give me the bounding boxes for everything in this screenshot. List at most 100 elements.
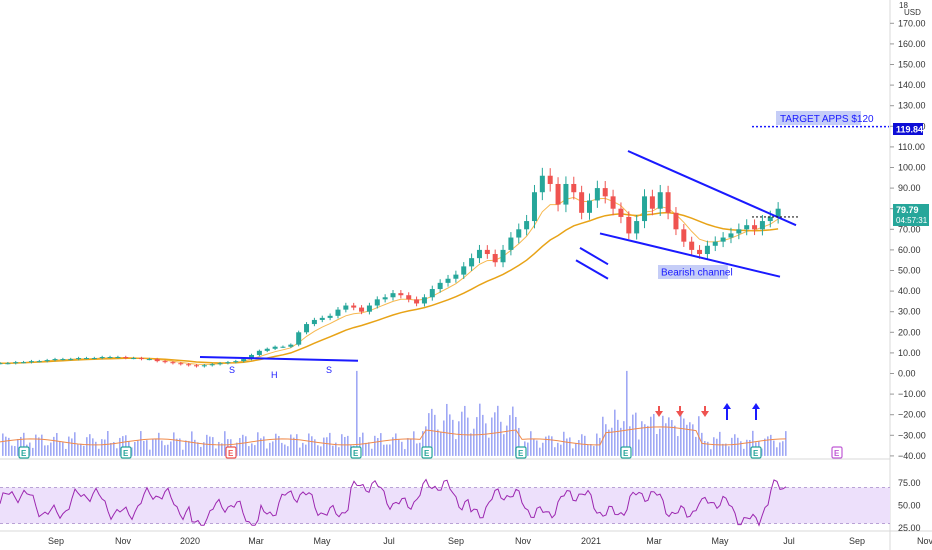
volume-bar (323, 437, 325, 456)
volume-bar (710, 449, 712, 456)
volume-bar (8, 437, 10, 456)
volume-bar (188, 441, 190, 456)
volume-bar (104, 439, 106, 456)
volume-bar (206, 434, 208, 456)
volume-bar (398, 439, 400, 456)
volume-bar (506, 425, 508, 456)
volume-bar (488, 437, 490, 456)
volume-bar (260, 438, 262, 456)
volume-bar (545, 436, 547, 456)
volume-bar (218, 441, 220, 456)
last-price-tag (893, 204, 929, 226)
arrow-down-icon (676, 411, 684, 417)
price-tick-label: 60.00 (898, 245, 921, 255)
volume-bar (737, 437, 739, 456)
candle-body (351, 305, 357, 308)
volume-bar (407, 438, 409, 456)
volume-bar (722, 443, 724, 456)
volume-bar (635, 412, 637, 456)
volume-bar (377, 438, 379, 456)
candle-body (13, 362, 19, 364)
candle-body (484, 249, 490, 255)
volume-bar (170, 441, 172, 456)
volume-bar (44, 445, 46, 456)
candle-body (587, 200, 592, 213)
volume-bar (290, 434, 292, 456)
volume-ma-path (0, 426, 787, 446)
volume-bar (776, 447, 778, 456)
volume-bar (449, 414, 451, 456)
candle-body (775, 208, 781, 217)
candle-body (288, 344, 294, 347)
volume-bar (509, 415, 511, 456)
candle-body (657, 192, 663, 209)
channel-label-bg (658, 265, 728, 279)
volume-bar (56, 433, 58, 456)
flag-line-lower (575, 259, 609, 280)
volume-bar (467, 417, 469, 456)
volume-bar (539, 447, 541, 456)
volume-bar (614, 409, 616, 456)
volume-bar (86, 437, 88, 456)
rsi-band-area (0, 487, 890, 524)
currency-label: USD (904, 8, 921, 17)
volume-bar (653, 413, 655, 456)
volume-bar (683, 418, 685, 456)
volume-bar (95, 441, 97, 456)
volume-bar (422, 431, 424, 456)
price-axis[interactable]: 170.00160.00150.00140.00130.00120.00110.… (890, 18, 926, 461)
earnings-marker-label: E (623, 449, 629, 458)
volume-bar (647, 425, 649, 456)
volume-bar (461, 411, 463, 456)
earnings-marker-label: E (228, 449, 234, 458)
volume-bar (314, 439, 316, 456)
volume-bar (335, 442, 337, 456)
candle-body (704, 245, 710, 255)
volume-bar (779, 442, 781, 456)
volume-bar (572, 448, 574, 456)
volume-bar (344, 436, 346, 456)
volume-bar (245, 436, 247, 456)
price-tick-label: 130.00 (898, 101, 926, 111)
volume-bar (548, 435, 550, 456)
volume-bar (464, 405, 466, 456)
candle-body (52, 359, 58, 361)
volume-bar (701, 432, 703, 456)
volume-bar (320, 446, 322, 456)
volume-bar (380, 433, 382, 456)
shoulder-right-label: S (326, 365, 332, 375)
volume-bar (719, 431, 721, 456)
volume-bar (299, 447, 301, 456)
volume-bar (515, 416, 517, 456)
volume-bar (437, 429, 439, 456)
volume-bar (746, 439, 748, 456)
candle-body (728, 233, 734, 238)
candle-body (712, 241, 718, 246)
volume-bar (179, 438, 181, 456)
time-tick-label: Sep (849, 536, 865, 546)
candle-body (500, 249, 506, 263)
price-tick-label: −30.00 (898, 430, 926, 440)
volume-bar (65, 448, 67, 456)
volume-bar (365, 442, 367, 456)
volume-bar (347, 435, 349, 456)
price-tick-label: 170.00 (898, 18, 926, 28)
time-axis[interactable]: Sep Nov 2020 Mar May Jul Sep Nov 2021 Mar May Jul Se… (48, 536, 932, 546)
volume-bar (194, 439, 196, 456)
volume-bar (278, 436, 280, 456)
volume-bar (176, 438, 178, 456)
volume-bar (587, 444, 589, 456)
volume-bar (77, 444, 79, 456)
candle-body (60, 359, 66, 361)
price-tick-label: 160.00 (898, 39, 926, 49)
candle-body (327, 315, 333, 318)
volume-bar (248, 446, 250, 456)
candle-body (539, 175, 545, 193)
candle-body (225, 362, 231, 364)
earnings-marker-label: E (834, 449, 840, 458)
volume-bar (191, 431, 193, 456)
candle-body (335, 309, 341, 316)
volume-bar (368, 442, 370, 456)
